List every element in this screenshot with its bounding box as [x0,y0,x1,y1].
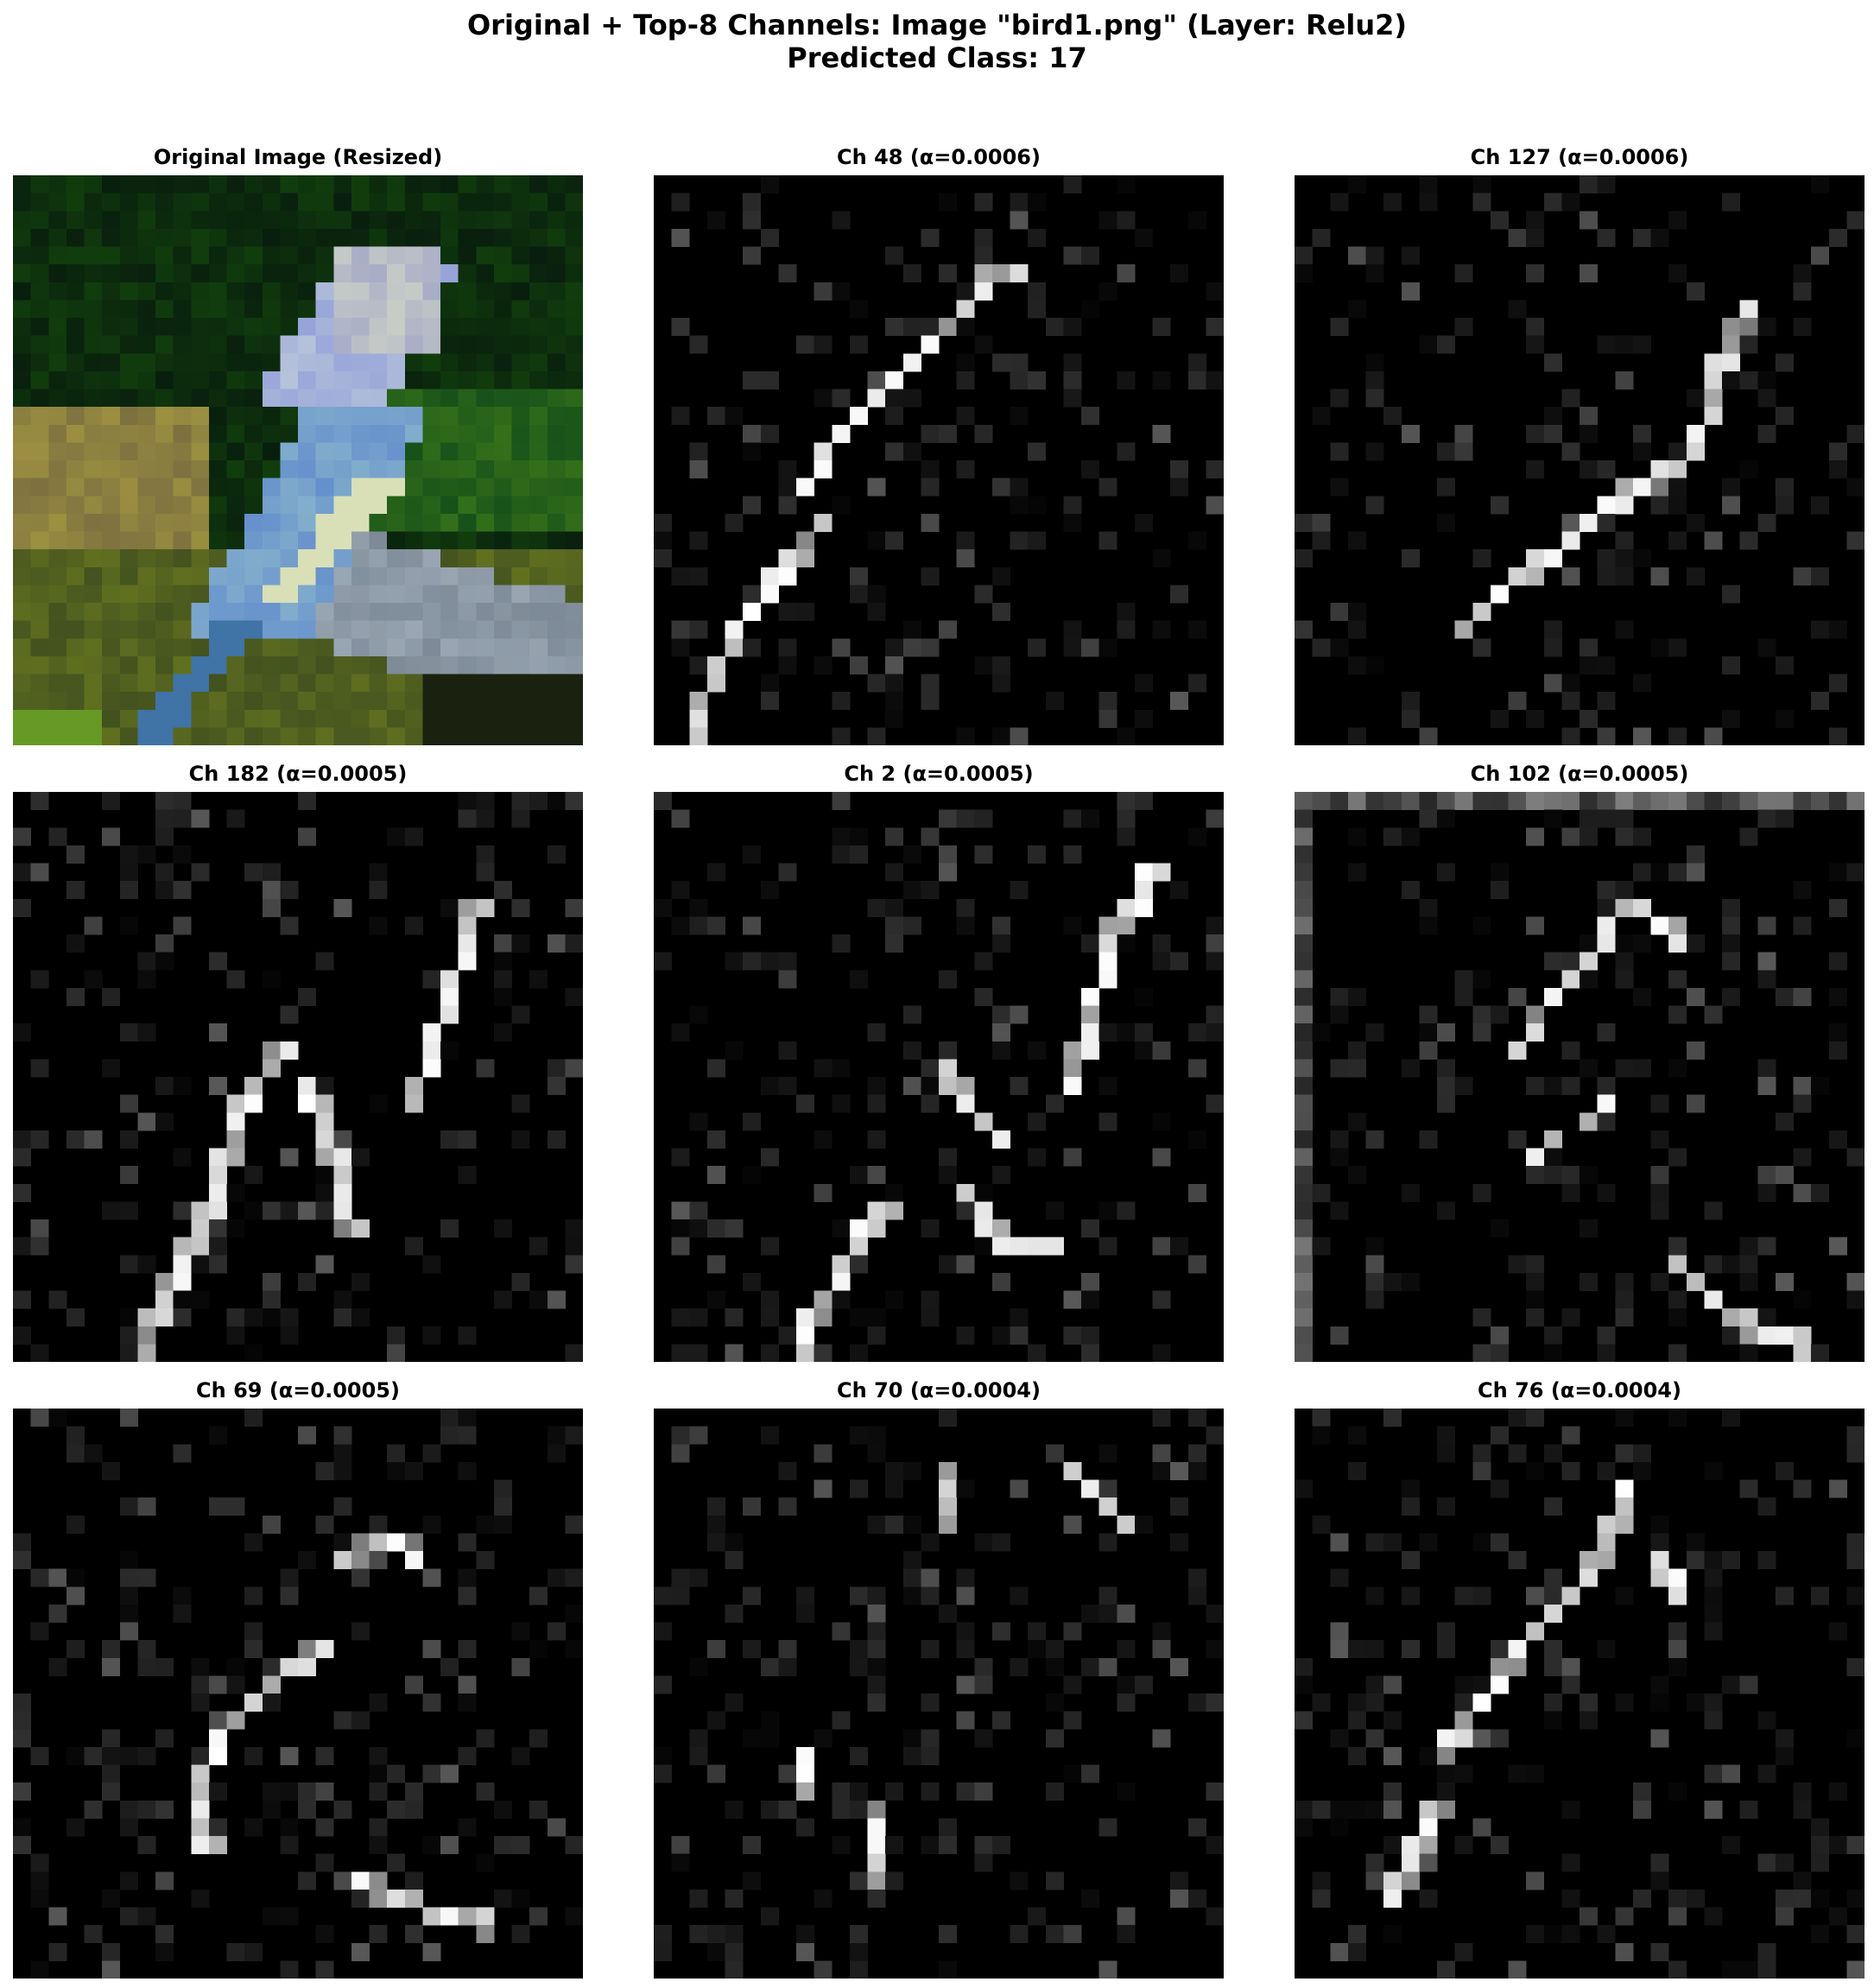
activation-map-ch70 [654,1409,1224,1979]
panel-title-original: Original Image (Resized) [153,145,443,169]
activation-map-ch127 [1295,175,1865,745]
original-image [13,175,583,745]
activation-map-ch76 [1295,1409,1865,1979]
activation-map-ch102 [1295,792,1865,1362]
panel-title-ch48: Ch 48 (α=0.0006) [837,145,1041,169]
panel-title-ch127: Ch 127 (α=0.0006) [1470,145,1689,169]
panel-title-ch70: Ch 70 (α=0.0004) [837,1378,1041,1402]
activation-map-ch182 [13,792,583,1362]
panel-title-ch76: Ch 76 (α=0.0004) [1478,1378,1681,1402]
figure-title-line2: Predicted Class: 17 [787,41,1087,74]
figure-title-line1: Original + Top-8 Channels: Image "bird1.… [466,9,1408,41]
panel-title-ch102: Ch 102 (α=0.0005) [1470,762,1689,786]
panel-title-ch69: Ch 69 (α=0.0005) [196,1378,400,1402]
activation-map-ch69 [13,1409,583,1979]
panel-title-ch2: Ch 2 (α=0.0005) [844,762,1034,786]
panel-title-ch182: Ch 182 (α=0.0005) [188,762,408,786]
activation-map-ch48 [654,175,1224,745]
activation-map-ch2 [654,792,1224,1362]
